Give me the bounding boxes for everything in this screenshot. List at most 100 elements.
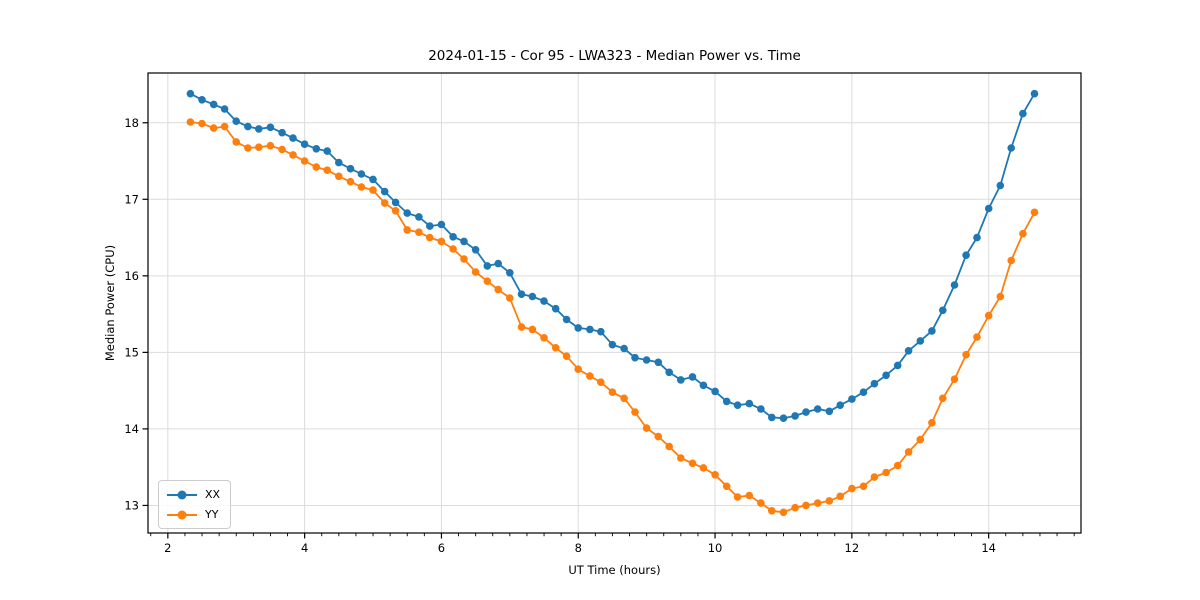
- data-point: [346, 177, 355, 186]
- y-axis-label: Median Power (CPU): [103, 244, 117, 362]
- data-point: [586, 325, 594, 334]
- data-point: [688, 459, 697, 468]
- legend-label: XX: [205, 488, 221, 501]
- series-XX: [186, 89, 1039, 423]
- data-point: [1030, 89, 1039, 98]
- data-point: [904, 448, 913, 456]
- data-point: [688, 373, 697, 381]
- series-line-XX: [189, 92, 1036, 420]
- data-point: [996, 292, 1005, 301]
- data-point: [791, 503, 799, 512]
- data-point: [996, 181, 1005, 190]
- legend-entry-XX: XX: [167, 486, 220, 503]
- data-point: [220, 122, 229, 131]
- data-point: [802, 501, 810, 510]
- data-point: [984, 311, 993, 320]
- data-point: [357, 183, 366, 191]
- data-point: [642, 424, 651, 432]
- data-point: [836, 492, 844, 501]
- data-point: [289, 134, 297, 142]
- x-tick-label: 6: [438, 541, 445, 555]
- data-point: [950, 281, 959, 289]
- data-point: [528, 325, 537, 334]
- data-point: [220, 105, 229, 113]
- data-point: [244, 144, 252, 152]
- data-point: [848, 395, 856, 403]
- data-point: [254, 125, 263, 133]
- data-point: [722, 397, 731, 406]
- data-point: [471, 246, 480, 254]
- data-point: [380, 187, 389, 196]
- x-axis: 2 4 6 8 10 12 14: [150, 533, 1075, 555]
- x-tick-label: 8: [575, 541, 582, 555]
- data-point: [540, 297, 548, 305]
- data-point: [232, 117, 240, 125]
- data-point: [586, 372, 594, 380]
- chart-title: 2024-01-15 - Cor 95 - LWA323 - Median Po…: [428, 48, 801, 64]
- legend-marker-XX: [167, 490, 197, 500]
- data-point: [254, 143, 263, 151]
- data-point: [825, 407, 834, 416]
- data-point: [882, 468, 890, 477]
- x-tick-label: 4: [301, 541, 308, 555]
- data-point: [449, 245, 457, 253]
- data-point: [597, 327, 605, 336]
- data-point: [950, 375, 959, 384]
- data-point: [1030, 208, 1039, 217]
- data-point: [551, 344, 560, 352]
- data-point: [893, 361, 902, 370]
- data-point: [209, 100, 218, 109]
- data-point: [437, 220, 446, 229]
- data-point: [825, 497, 834, 505]
- data-point: [893, 461, 902, 470]
- data-point: [198, 96, 206, 104]
- x-tick-label: 2: [164, 541, 171, 555]
- data-point: [483, 262, 492, 270]
- data-point: [608, 340, 617, 349]
- legend-entry-YY: YY: [167, 506, 220, 523]
- data-point: [984, 204, 993, 213]
- legend: XX YY: [158, 480, 232, 529]
- data-point: [802, 408, 810, 416]
- data-point: [562, 315, 571, 324]
- data-point: [335, 172, 343, 181]
- data-point: [380, 199, 389, 207]
- data-point: [494, 259, 503, 268]
- data-point: [1007, 144, 1015, 152]
- data-point: [711, 471, 719, 479]
- data-point: [266, 123, 275, 132]
- data-point: [836, 401, 844, 410]
- data-point: [791, 412, 799, 420]
- data-point: [620, 344, 628, 353]
- data-point: [391, 207, 400, 215]
- data-point: [722, 482, 731, 491]
- data-point: [209, 124, 218, 132]
- data-point: [289, 151, 297, 159]
- data-point: [244, 122, 252, 131]
- data-point: [232, 138, 240, 146]
- data-point: [1019, 229, 1027, 238]
- data-point: [757, 499, 765, 507]
- x-tick-label: 14: [981, 541, 996, 555]
- data-point: [186, 89, 195, 98]
- data-point: [323, 147, 332, 155]
- data-point: [916, 337, 925, 345]
- y-tick-label: 16: [124, 269, 139, 283]
- data-point: [278, 145, 286, 154]
- y-tick-label: 18: [124, 116, 139, 130]
- data-point: [528, 292, 537, 301]
- legend-label: YY: [205, 508, 219, 521]
- data-point: [654, 432, 663, 441]
- data-point: [415, 228, 423, 236]
- y-tick-label: 17: [124, 192, 139, 206]
- data-point: [312, 145, 321, 153]
- data-point: [517, 290, 526, 299]
- data-point: [882, 371, 890, 380]
- data-point: [768, 507, 776, 515]
- data-point: [711, 387, 719, 396]
- data-point: [403, 209, 412, 217]
- data-point: [357, 170, 366, 178]
- data-point: [278, 128, 286, 137]
